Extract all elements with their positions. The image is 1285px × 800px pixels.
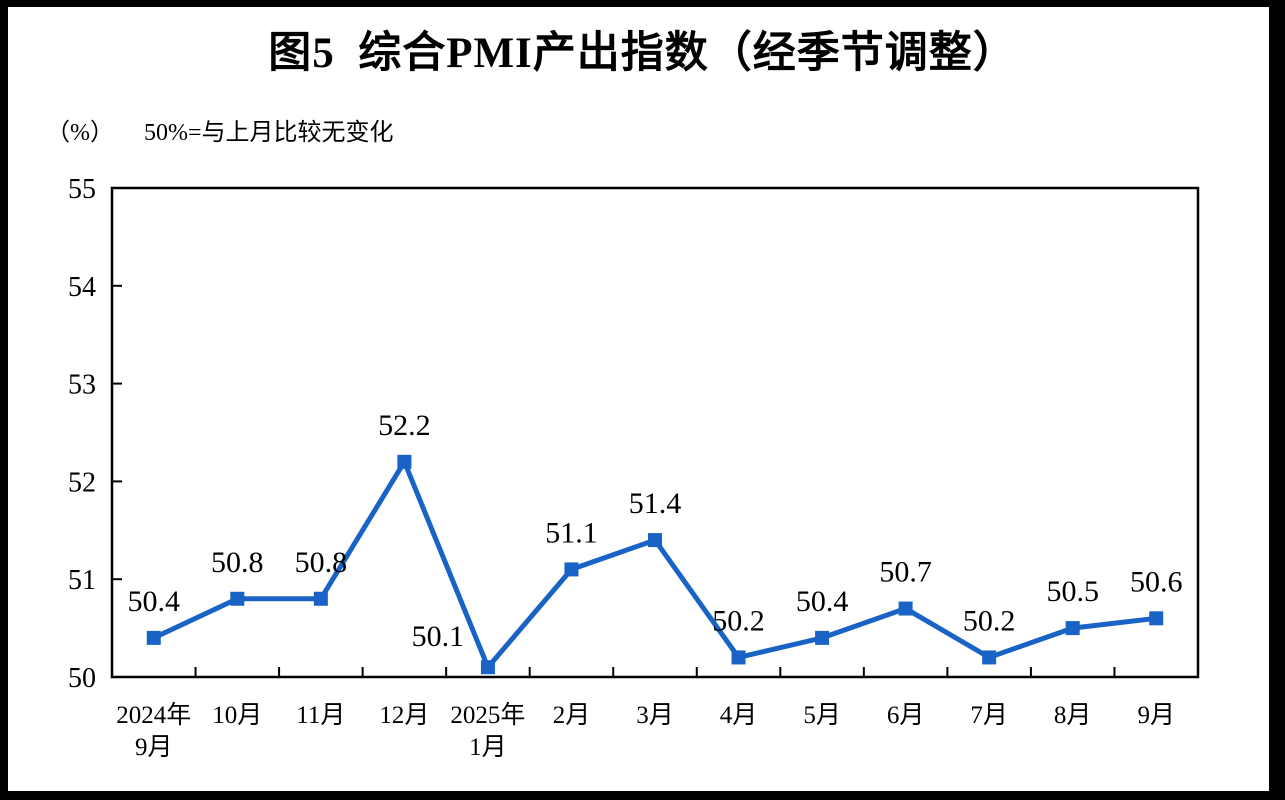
y-axis-tick-label: 55 bbox=[68, 174, 96, 205]
data-point-marker bbox=[230, 591, 245, 606]
data-point-label: 50.8 bbox=[295, 546, 348, 579]
data-point-marker bbox=[1149, 611, 1164, 626]
x-axis-tick-label: 3月 bbox=[636, 702, 674, 729]
data-point-label: 50.5 bbox=[1046, 575, 1099, 608]
y-axis-tick-label: 51 bbox=[68, 565, 96, 596]
y-axis-tick-label: 52 bbox=[68, 467, 96, 498]
reference-note: 50%=与上月比较无变化 bbox=[144, 120, 394, 146]
data-point-marker bbox=[480, 660, 495, 675]
data-point-marker bbox=[564, 562, 579, 577]
x-axis-tick-label: 9月 bbox=[135, 734, 173, 761]
chart-title: 图5 综合PMI产出指数（经季节调整） bbox=[268, 30, 1017, 77]
data-point-label: 50.4 bbox=[796, 585, 849, 618]
y-axis-tick-label: 54 bbox=[68, 272, 96, 303]
data-point-label: 50.2 bbox=[963, 604, 1016, 637]
data-point-marker bbox=[1065, 621, 1080, 636]
y-axis-tick-label: 50 bbox=[68, 663, 96, 694]
x-axis-tick-label: 11月 bbox=[296, 702, 345, 729]
data-point-marker bbox=[898, 601, 913, 616]
x-axis-tick-label: 2024年 bbox=[116, 701, 191, 729]
plot-area-frame bbox=[110, 186, 1200, 679]
data-point-label: 50.8 bbox=[211, 546, 264, 579]
data-point-marker bbox=[731, 650, 746, 665]
data-point-label: 51.1 bbox=[545, 516, 598, 549]
data-point-marker bbox=[313, 591, 328, 606]
x-axis-tick-label: 2月 bbox=[553, 702, 591, 729]
x-axis-tick-label: 6月 bbox=[887, 702, 925, 729]
data-point-label: 51.4 bbox=[629, 487, 682, 520]
y-axis-tick-label: 53 bbox=[68, 370, 96, 401]
x-axis-tick-label: 2025年 bbox=[450, 701, 525, 729]
data-point-label: 50.6 bbox=[1130, 565, 1183, 598]
x-axis-tick-label: 12月 bbox=[379, 702, 429, 729]
x-axis-tick-label: 1月 bbox=[469, 734, 507, 761]
data-point-label: 50.4 bbox=[128, 585, 181, 618]
data-point-marker bbox=[982, 650, 997, 665]
data-point-label: 50.7 bbox=[879, 556, 932, 589]
data-point-marker bbox=[815, 630, 830, 645]
x-axis-tick-label: 8月 bbox=[1054, 702, 1092, 729]
data-point-marker bbox=[648, 533, 662, 548]
x-axis-tick-label: 4月 bbox=[720, 702, 758, 729]
data-point-label: 52.2 bbox=[378, 409, 431, 442]
data-point-label: 50.1 bbox=[412, 620, 465, 653]
chart-subtitle: （%） 50%=与上月比较无变化 bbox=[46, 112, 394, 147]
x-axis-tick-label: 5月 bbox=[803, 702, 841, 729]
x-axis-tick-label: 10月 bbox=[212, 702, 262, 729]
x-axis-tick-label: 9月 bbox=[1137, 702, 1175, 729]
y-axis-unit-label: （%） bbox=[46, 120, 114, 146]
data-point-marker bbox=[146, 630, 161, 645]
data-point-marker bbox=[397, 454, 412, 469]
data-point-label: 50.2 bbox=[712, 604, 765, 637]
x-axis-tick-label: 7月 bbox=[970, 702, 1008, 729]
